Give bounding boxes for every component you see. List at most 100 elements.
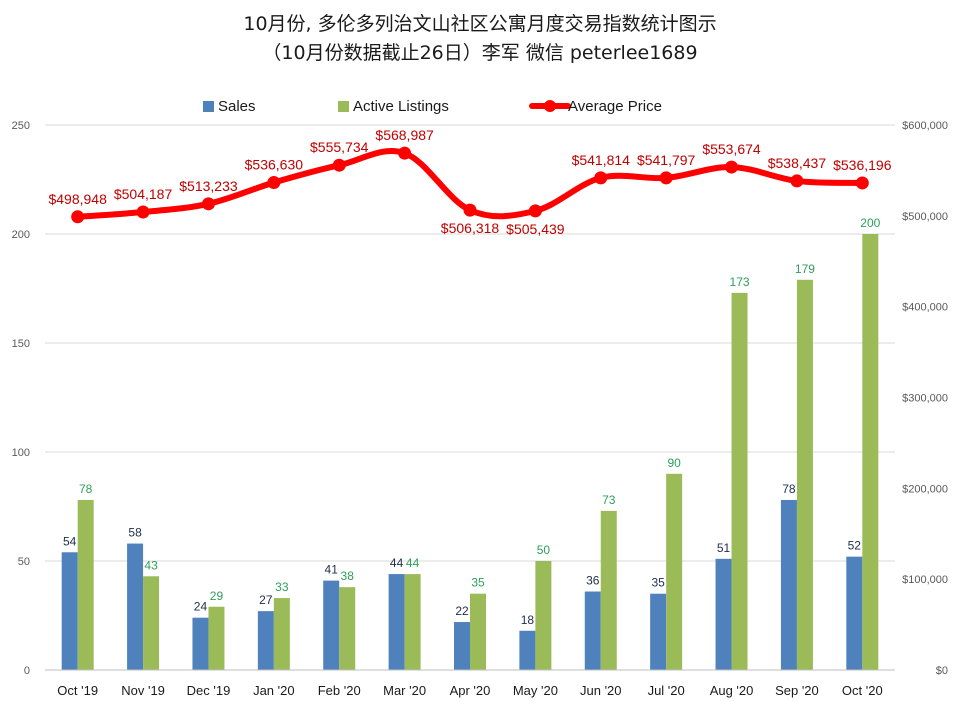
listings-data-label: 50 [537, 543, 551, 557]
sales-data-label: 24 [194, 600, 208, 614]
sales-data-label: 35 [651, 576, 665, 590]
sales-bar [257, 611, 274, 670]
average-price-point [725, 160, 739, 174]
average-price-label: $536,630 [245, 157, 304, 173]
listings-data-label: 73 [602, 493, 616, 507]
average-price-point [594, 171, 608, 185]
average-price-point [659, 171, 673, 185]
x-axis-tick-label: Aug '20 [710, 683, 754, 698]
listings-data-label: 35 [471, 576, 485, 590]
listings-data-label: 173 [730, 275, 750, 289]
average-price-point [201, 197, 215, 211]
listings-bar [77, 499, 94, 670]
listings-bar [208, 606, 225, 670]
average-price-point [790, 174, 804, 188]
average-price-point [855, 176, 869, 190]
average-price-label: $506,318 [441, 220, 500, 236]
x-axis-tick-label: Dec '19 [187, 683, 231, 698]
sales-data-label: 58 [128, 526, 142, 540]
average-price-label: $505,439 [506, 221, 565, 237]
right-axis-tick: $300,000 [902, 393, 948, 405]
x-axis-tick-label: Jan '20 [253, 683, 295, 698]
legend-price-label: Average Price [568, 98, 662, 115]
listings-bar [731, 292, 748, 670]
average-price-point [463, 203, 477, 217]
average-price-label: $536,196 [833, 157, 892, 173]
left-axis-tick: 200 [12, 229, 30, 241]
sales-data-label: 18 [521, 613, 535, 627]
sales-bar [715, 558, 732, 670]
listings-bar [143, 576, 160, 670]
listings-bar [339, 587, 356, 670]
sales-bar [584, 591, 601, 670]
sales-data-label: 54 [63, 534, 77, 548]
listings-data-label: 29 [210, 589, 224, 603]
listings-data-label: 179 [795, 262, 815, 276]
left-axis-tick: 100 [12, 447, 30, 459]
sales-bar [454, 622, 470, 670]
average-price-point [136, 205, 150, 219]
average-price-point [71, 210, 85, 224]
legend-listings-swatch [338, 101, 349, 112]
sales-data-label: 27 [259, 593, 273, 607]
x-axis-tick-label: Sep '20 [775, 683, 819, 698]
left-axis-tick: 0 [24, 665, 30, 677]
sales-bar [650, 593, 667, 670]
average-price-point [267, 176, 281, 190]
sales-data-label: 44 [390, 556, 404, 570]
right-axis-tick: $500,000 [902, 211, 948, 223]
average-price-point [398, 146, 412, 160]
listings-bar [666, 473, 683, 670]
average-price-point [528, 204, 542, 218]
listings-bar [535, 561, 552, 670]
listings-bar [862, 234, 879, 670]
sales-data-label: 51 [717, 541, 731, 555]
x-axis-tick-label: May '20 [513, 683, 558, 698]
right-axis-tick: $200,000 [902, 483, 948, 495]
average-price-label: $504,187 [114, 186, 173, 202]
right-axis-tick: $0 [936, 665, 948, 677]
chart-title: 10月份, 多伦多列治文山社区公寓月度交易指数统计图示 [243, 13, 716, 35]
listings-data-label: 38 [341, 569, 355, 583]
legend-sales-swatch [203, 101, 214, 112]
listings-bar [273, 598, 290, 670]
left-axis: 0 50 100 150 200 250 [12, 120, 30, 677]
legend-price-marker [544, 100, 556, 112]
listings-data-label: 90 [667, 456, 681, 470]
x-axis-tick-label: Jun '20 [580, 683, 622, 698]
right-axis-tick: $600,000 [902, 120, 948, 132]
listings-bar [600, 510, 617, 670]
sales-bar [780, 499, 797, 670]
legend: Sales Active Listings Average Price [203, 98, 662, 115]
listings-data-label: 43 [144, 558, 158, 572]
price-line-series: $498,948 $504,187 $513,233 $536,630 $555,734… [48, 127, 891, 237]
right-axis-tick: $400,000 [902, 302, 948, 314]
listings-data-label: 200 [860, 216, 880, 230]
right-axis: $0 $100,000 $200,000 $300,000 $400,000 $500,0… [902, 120, 948, 677]
sales-bar [388, 574, 405, 670]
average-price-label: $553,674 [702, 141, 761, 157]
average-price-label: $541,814 [572, 152, 631, 168]
average-price-label: $513,233 [179, 178, 238, 194]
average-price-label: $555,734 [310, 139, 369, 155]
left-axis-tick: 50 [18, 556, 30, 568]
chart-subtitle: （10月份数据截止26日）李军 微信 peterlee1689 [262, 42, 697, 64]
sales-bar [192, 617, 209, 670]
average-price-label: $538,437 [768, 155, 827, 171]
sales-data-label: 52 [848, 539, 862, 553]
sales-bar [519, 630, 536, 670]
listings-data-label: 78 [79, 482, 93, 496]
legend-listings-label: Active Listings [353, 98, 449, 115]
legend-sales-label: Sales [218, 98, 256, 115]
x-axis-tick-label: Oct '20 [842, 683, 883, 698]
x-axis-tick-label: Oct '19 [57, 683, 98, 698]
sales-bar [61, 552, 78, 670]
x-axis-tick-label: Jul '20 [648, 683, 685, 698]
right-axis-tick: $100,000 [902, 574, 948, 586]
x-axis-tick-label: Mar '20 [383, 683, 426, 698]
sales-data-label: 41 [325, 563, 339, 577]
average-price-label: $568,987 [375, 127, 434, 143]
sales-data-label: 78 [782, 482, 796, 496]
listings-bar [404, 574, 421, 670]
